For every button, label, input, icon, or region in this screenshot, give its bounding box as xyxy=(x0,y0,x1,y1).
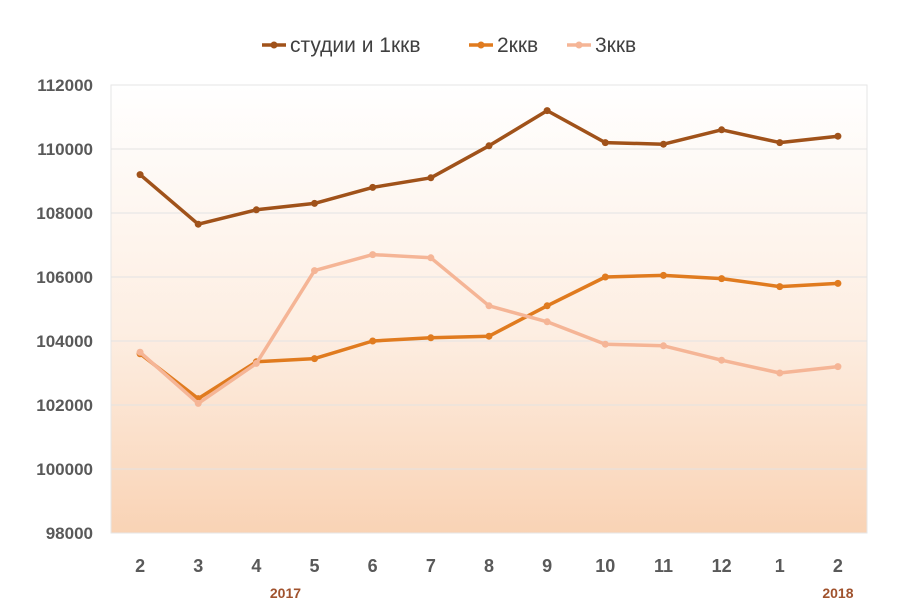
data-point xyxy=(252,359,260,367)
y-tick-label: 102000 xyxy=(36,396,93,415)
legend-item: 3ккв xyxy=(567,34,636,57)
y-tick-label: 108000 xyxy=(36,204,93,223)
y-axis: 98000 100000 102000 104000 106000 108000 11000… xyxy=(36,76,93,543)
x-tick-label: 5 xyxy=(310,556,320,576)
series-3 xyxy=(136,251,842,407)
data-point xyxy=(427,174,435,182)
data-point xyxy=(369,183,377,191)
y-tick-label: 100000 xyxy=(36,460,93,479)
x-tick-label: 2 xyxy=(833,556,843,576)
data-point xyxy=(543,107,551,115)
data-point xyxy=(485,142,493,150)
data-point xyxy=(485,302,493,310)
data-point xyxy=(427,254,435,262)
data-point xyxy=(834,132,842,140)
data-point xyxy=(136,348,144,356)
x-tick-label: 12 xyxy=(712,556,732,576)
y-tick-label: 104000 xyxy=(36,332,93,351)
y-tick-label: 112000 xyxy=(37,76,93,95)
legend-item: студии и 1ккв xyxy=(262,34,420,57)
data-point xyxy=(543,302,551,310)
y-tick-label: 98000 xyxy=(46,524,93,543)
y-tick-label: 106000 xyxy=(36,268,93,287)
data-point xyxy=(311,267,319,275)
legend-swatch-marker xyxy=(575,41,583,49)
legend-label: 3ккв xyxy=(595,34,636,57)
data-point xyxy=(601,340,609,348)
year-label: 2017 xyxy=(270,585,301,601)
x-tick-label: 4 xyxy=(251,556,261,576)
x-tick-label: 2 xyxy=(135,556,145,576)
data-point xyxy=(311,199,319,207)
x-tick-label: 6 xyxy=(368,556,378,576)
data-point xyxy=(311,355,319,363)
x-tick-label: 10 xyxy=(595,556,615,576)
data-point xyxy=(776,369,784,377)
data-point xyxy=(776,283,784,291)
legend-label: студии и 1ккв xyxy=(290,34,420,57)
data-point xyxy=(194,220,202,228)
data-point xyxy=(834,279,842,287)
series-layer xyxy=(136,107,842,407)
data-point xyxy=(485,332,493,340)
data-point xyxy=(659,342,667,350)
data-point xyxy=(718,356,726,364)
x-tick-label: 7 xyxy=(426,556,436,576)
x-tick-label: 9 xyxy=(542,556,552,576)
x-tick-label: 8 xyxy=(484,556,494,576)
data-point xyxy=(718,126,726,134)
data-point xyxy=(194,399,202,407)
year-label: 2018 xyxy=(822,585,853,601)
data-point xyxy=(136,171,144,179)
data-point xyxy=(776,139,784,147)
data-point xyxy=(659,271,667,279)
data-point xyxy=(601,139,609,147)
series-1 xyxy=(136,107,842,228)
legend-swatch-marker xyxy=(270,41,278,49)
legend-label: 2ккв xyxy=(497,34,538,57)
data-point xyxy=(252,206,260,214)
legend-swatch-marker xyxy=(477,41,485,49)
legend-item: 2ккв xyxy=(469,34,538,57)
data-point xyxy=(659,140,667,148)
legend: студии и 1ккв 2ккв 3ккв xyxy=(262,34,636,57)
data-point xyxy=(369,251,377,259)
data-point xyxy=(369,337,377,345)
x-tick-label: 11 xyxy=(654,556,673,576)
data-point xyxy=(601,273,609,281)
data-point xyxy=(834,363,842,371)
data-point xyxy=(543,318,551,326)
x-tick-label: 3 xyxy=(193,556,203,576)
data-point xyxy=(427,334,435,342)
data-point xyxy=(718,275,726,283)
x-tick-label: 1 xyxy=(775,556,785,576)
y-tick-label: 110000 xyxy=(37,140,93,159)
